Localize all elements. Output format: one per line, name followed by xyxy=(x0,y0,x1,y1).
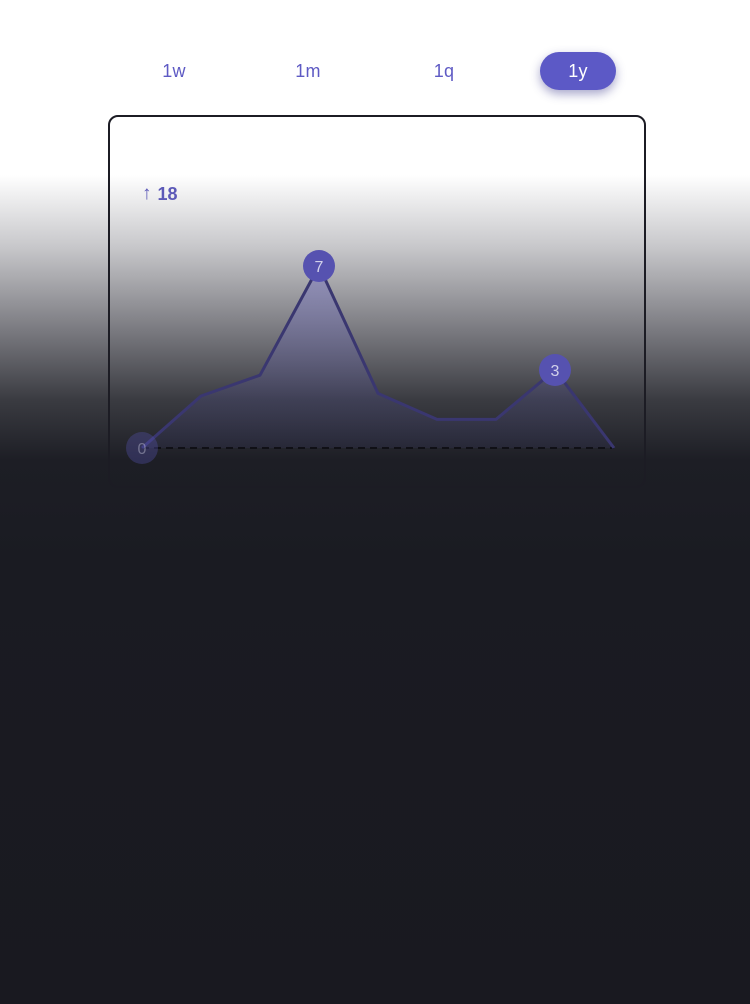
series-line xyxy=(141,264,616,450)
chart-card: ↑ 18 0 7 3 xyxy=(108,115,646,488)
arrow-up-icon: ↑ xyxy=(142,183,152,204)
marker-circle xyxy=(126,432,158,464)
data-point-marker[interactable]: 0 xyxy=(126,432,158,464)
tab-1q[interactable]: 1q xyxy=(433,61,455,81)
marker-circle xyxy=(539,354,571,386)
tab-1m[interactable]: 1m xyxy=(295,61,321,81)
summary-number: 18 xyxy=(157,183,178,204)
marker-circle xyxy=(303,250,335,282)
period-tabs: 1w 1m 1q 1y xyxy=(108,52,644,92)
data-label: 3 xyxy=(551,363,560,380)
chart-plot: 0 7 3 xyxy=(126,250,616,464)
summary-value: ↑ 18 xyxy=(142,183,178,205)
area-fill xyxy=(142,266,614,448)
tab-1w[interactable]: 1w xyxy=(162,61,186,81)
tab-1y[interactable]: 1y xyxy=(540,52,616,90)
data-point-marker[interactable]: 3 xyxy=(539,354,571,386)
data-label: 0 xyxy=(138,441,147,458)
data-point-marker[interactable]: 7 xyxy=(303,250,335,282)
data-label: 7 xyxy=(315,259,324,276)
